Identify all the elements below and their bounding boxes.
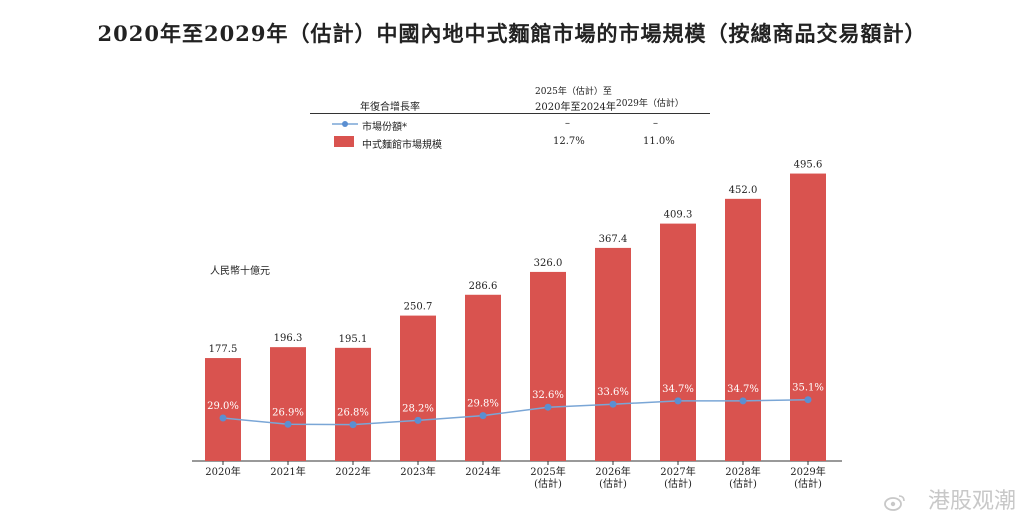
- market-share-point-8: [739, 397, 747, 405]
- legend-size-col2: 11.0%: [643, 136, 675, 147]
- market-share-point-5: [544, 403, 552, 411]
- x-tick-label-1: 2021年: [270, 465, 305, 478]
- market-share-label-3: 28.2%: [402, 403, 434, 414]
- legend-size-label: 中式麵館市場規模: [362, 140, 442, 151]
- legend-share-col2: –: [653, 118, 658, 129]
- legend-header-row-2: 年復合增長率 2020年至2024年 2029年（估計）: [310, 96, 710, 113]
- legend-col2-header-line1: 2025年（估計）至: [535, 87, 612, 97]
- bar-2: [335, 347, 371, 461]
- bar-4: [465, 294, 501, 461]
- market-share-point-1: [284, 420, 292, 428]
- market-share-label-6: 33.6%: [597, 387, 629, 398]
- bar-value-label-9: 495.6: [794, 160, 823, 171]
- bar-5: [530, 271, 566, 461]
- legend-rule: [310, 113, 710, 114]
- legend-share-label: 市場份額*: [362, 122, 407, 133]
- market-share-label-5: 32.6%: [532, 390, 564, 401]
- market-share-label-9: 35.1%: [792, 383, 824, 394]
- bar-9: [790, 173, 826, 461]
- bar-3: [400, 315, 436, 461]
- market-share-label-2: 26.8%: [337, 408, 369, 419]
- x-tick-sublabel-9: (估計): [794, 477, 822, 490]
- market-share-label-4: 29.8%: [467, 399, 499, 410]
- bar-value-label-5: 326.0: [534, 258, 563, 269]
- legend-share-col1: –: [565, 118, 570, 129]
- legend-size-col1: 12.7%: [553, 136, 585, 147]
- legend-col1-header: 2020年至2024年: [535, 102, 616, 113]
- x-tick-sublabel-5: (估計): [534, 477, 562, 490]
- bar-1: [270, 347, 306, 461]
- market-share-label-8: 34.7%: [727, 384, 759, 395]
- watermark-text: 港股观潮: [927, 489, 1016, 514]
- x-tick-label-2: 2022年: [335, 465, 370, 478]
- market-share-point-9: [804, 396, 812, 404]
- line-layer: 29.0% 26.9% 26.8% 28.2% 29.8% 32.6% 33.6% 34.7%…: [207, 383, 824, 429]
- legend-col2-header-line2: 2029年（估計）: [616, 99, 684, 109]
- bar-value-label-0: 177.5: [209, 344, 238, 355]
- bar-6: [595, 247, 631, 461]
- x-tick-label-5: 2025年: [530, 465, 565, 478]
- bar-value-label-6: 367.4: [599, 234, 628, 245]
- x-tick-sublabel-7: (估計): [664, 477, 692, 490]
- market-share-label-0: 29.0%: [207, 401, 239, 412]
- weibo-icon: [884, 495, 905, 511]
- labels-layer: 177.5 2020年 196.3 2021年 195.1 2022年 250.7 2023年…: [205, 160, 825, 490]
- bars-layer: [205, 173, 826, 461]
- bar-value-label-1: 196.3: [274, 333, 303, 344]
- bar-8: [725, 198, 761, 461]
- legend-row-share: 市場份額* – –: [310, 118, 710, 134]
- chart-title: 2020年至2029年（估計）中國內地中式麵館市場的市場規模（按總商品交易額計）: [97, 21, 927, 46]
- x-tick-sublabel-8: (估計): [729, 477, 757, 490]
- legend-bar-swatch: [334, 136, 354, 147]
- x-tick-label-8: 2028年: [725, 465, 760, 478]
- market-share-point-4: [479, 412, 487, 420]
- x-tick-label-9: 2029年: [790, 465, 825, 478]
- bar-value-label-7: 409.3: [664, 210, 693, 221]
- bar-7: [660, 223, 696, 461]
- bar-value-label-2: 195.1: [339, 334, 368, 345]
- market-share-label-7: 34.7%: [662, 384, 694, 395]
- market-share-line: [222, 398, 809, 426]
- bar-value-label-8: 452.0: [729, 185, 758, 196]
- market-share-point-3: [414, 416, 422, 424]
- market-share-label-1: 26.9%: [272, 407, 304, 418]
- market-share-point-6: [609, 400, 617, 408]
- market-share-point-0: [219, 414, 227, 422]
- bar-value-label-3: 250.7: [404, 302, 433, 313]
- x-tick-label-0: 2020年: [205, 465, 240, 478]
- x-tick-label-6: 2026年: [595, 465, 630, 478]
- legend-header-row: 2025年（估計）至: [310, 84, 710, 100]
- bar-value-label-4: 286.6: [469, 281, 498, 292]
- bar-0: [205, 358, 241, 461]
- x-tick-label-4: 2024年: [465, 465, 500, 478]
- x-tick-label-3: 2023年: [400, 465, 435, 478]
- market-share-point-2: [349, 421, 357, 429]
- market-share-point-7: [674, 397, 682, 405]
- y-unit-label: 人民幣十億元: [210, 266, 270, 277]
- legend-row-size: 中式麵館市場規模 12.7% 11.0%: [310, 136, 710, 152]
- legend-line-symbol: [332, 118, 358, 133]
- legend-header-label: 年復合增長率: [360, 102, 420, 113]
- x-tick-sublabel-6: (估計): [599, 477, 627, 490]
- x-tick-label-7: 2027年: [660, 465, 695, 478]
